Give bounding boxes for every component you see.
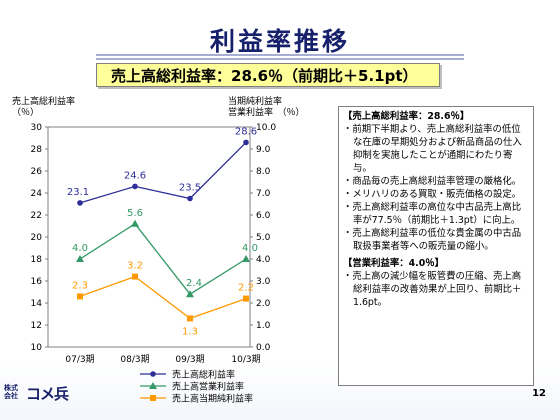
legend-label: 売上高営業利益率 xyxy=(172,381,244,393)
data-point xyxy=(149,382,157,389)
notes-heading-gross-margin: 【売上高総利益率：28.6％】 xyxy=(343,111,470,122)
data-label: 3.2 xyxy=(127,261,143,272)
data-point xyxy=(242,255,250,262)
left-axis-tick-label: 18 xyxy=(31,255,43,265)
data-point xyxy=(150,395,156,401)
line-chart: 10121416182022242628300.01.02.03.04.05.0… xyxy=(31,123,277,405)
left-axis-tick-label: 14 xyxy=(31,299,43,309)
right-axis-tick-label: 9.0 xyxy=(256,145,271,155)
left-axis-title-line2: （％） xyxy=(12,108,40,118)
right-axis-title-line1: 当期純利益率 xyxy=(228,97,283,107)
right-axis-title: 当期純利益率 営業利益率 （％） xyxy=(228,97,305,119)
right-axis-tick-label: 5.0 xyxy=(256,233,271,243)
x-axis-category-label: 09/3期 xyxy=(175,354,204,365)
title-underline xyxy=(96,54,464,56)
notes-bullet: ・メリハリのある買取・販売価格の設定。 xyxy=(343,189,522,200)
right-axis-tick-label: 1.0 xyxy=(256,321,271,331)
x-axis-category-label: 10/3期 xyxy=(231,354,260,365)
right-axis-title-line2: 営業利益率 （％） xyxy=(228,108,305,118)
data-label: 5.6 xyxy=(127,208,143,219)
data-label: 4.0 xyxy=(72,243,88,254)
data-point xyxy=(187,195,193,202)
slide-title: 利益率推移 xyxy=(209,27,350,56)
notes-panel: 【売上高総利益率：28.6％】 ・前期下半期より、売上高総利益率の低位な在庫の早… xyxy=(338,106,534,386)
notes-bullet: ・売上高総利益率の高位な中古品売上高比率が77.5％（前期比＋1.3pt）に向上… xyxy=(343,202,522,226)
series-line-3 xyxy=(79,275,247,320)
right-axis-tick-label: 4.0 xyxy=(256,255,271,265)
right-axis-tick-label: 3.0 xyxy=(256,277,271,287)
title-underline-2 xyxy=(96,58,464,60)
logo-small-line2: 会社 xyxy=(4,392,18,400)
subtitle-banner: 売上高総利益率：28.6％（前期比＋5.1pt） xyxy=(96,63,440,87)
left-axis-tick-label: 20 xyxy=(31,233,43,243)
legend-label: 売上高当期純利益率 xyxy=(172,393,253,405)
data-label: 24.6 xyxy=(124,170,146,181)
plot-area xyxy=(47,126,251,348)
data-point xyxy=(76,255,84,262)
data-point xyxy=(77,200,83,206)
left-axis-tick-label: 24 xyxy=(31,189,43,199)
left-axis-tick-label: 22 xyxy=(31,211,42,221)
left-axis-tick-label: 28 xyxy=(31,145,43,155)
x-axis-category-label: 07/3期 xyxy=(65,354,94,365)
data-point xyxy=(243,139,249,146)
right-axis-tick-label: 8.0 xyxy=(256,167,271,177)
left-axis-tick-label: 16 xyxy=(31,277,43,287)
data-point xyxy=(243,295,249,302)
x-axis-category-label: 08/3期 xyxy=(120,354,149,365)
data-label: 2.3 xyxy=(72,280,88,291)
data-point xyxy=(132,273,138,280)
data-point xyxy=(186,290,194,298)
logo-name: コメ兵 xyxy=(26,385,69,403)
data-label: 23.1 xyxy=(67,187,89,198)
data-point xyxy=(187,315,193,322)
data-label: 2.2 xyxy=(238,283,254,294)
logo-small-line1: 株式 xyxy=(4,384,18,392)
series-line-2 xyxy=(79,222,247,296)
data-label: 23.5 xyxy=(179,183,201,194)
right-axis-tick-label: 6.0 xyxy=(256,211,271,221)
company-logo: 株式 会社 コメ兵 xyxy=(4,383,84,403)
legend-label: 売上高総利益率 xyxy=(172,369,235,381)
left-axis-tick-label: 10 xyxy=(31,343,43,353)
data-label: 4.0 xyxy=(242,243,258,254)
right-axis-tick-label: 7.0 xyxy=(256,189,271,199)
right-axis-tick-label: 10.0 xyxy=(256,123,276,133)
data-point xyxy=(77,293,83,300)
data-point xyxy=(132,183,138,190)
data-label: 1.3 xyxy=(182,326,198,337)
data-point xyxy=(150,371,156,377)
left-axis-tick-label: 12 xyxy=(31,321,42,331)
logo-small-text: 株式 会社 xyxy=(4,384,18,400)
notes-bullet: ・前期下半期より、売上高総利益率の低位な在庫の早期処分および新品商品の仕入抑制を… xyxy=(343,124,522,174)
series-line-1 xyxy=(79,141,247,204)
left-axis-tick-label: 26 xyxy=(31,167,43,177)
notes-bullet: ・売上高の減少幅を販管費の圧縮、売上高総利益率の改善効果が上回り、前期比＋1.6… xyxy=(343,271,522,308)
data-label: 2.4 xyxy=(186,278,202,289)
right-axis-tick-label: 2.0 xyxy=(256,299,271,309)
notes-bullet: ・売上高総利益率の低位な貴金属の中古品取扱事業者等への販売量の縮小。 xyxy=(343,228,522,252)
data-point xyxy=(131,219,139,227)
left-axis-title-line1: 売上高総利益率 xyxy=(12,97,76,107)
notes-heading-operating-margin: 【営業利益率：4.0％】 xyxy=(343,258,444,269)
right-axis-tick-label: 0.0 xyxy=(256,343,271,353)
left-axis-title: 売上高総利益率 （％） xyxy=(12,97,75,119)
left-axis-tick-label: 30 xyxy=(31,123,43,133)
data-label: 28.6 xyxy=(235,126,257,137)
notes-bullet: ・商品毎の売上高総利益率管理の厳格化。 xyxy=(343,176,522,187)
page-number: 12 xyxy=(532,388,546,399)
